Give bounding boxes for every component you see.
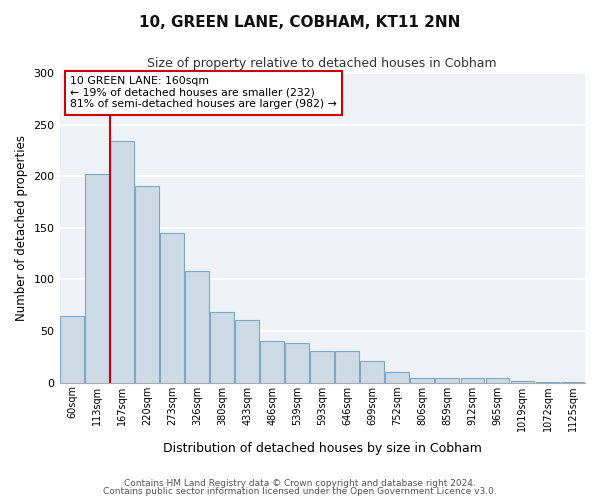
Bar <box>436 378 459 382</box>
X-axis label: Distribution of detached houses by size in Cobham: Distribution of detached houses by size … <box>163 442 482 455</box>
Bar <box>260 342 284 382</box>
Bar <box>335 350 359 382</box>
Bar <box>511 380 535 382</box>
Text: 10, GREEN LANE, COBHAM, KT11 2NN: 10, GREEN LANE, COBHAM, KT11 2NN <box>139 15 461 30</box>
Bar <box>135 186 159 382</box>
Text: Contains HM Land Registry data © Crown copyright and database right 2024.: Contains HM Land Registry data © Crown c… <box>124 478 476 488</box>
Bar <box>210 312 234 382</box>
Bar <box>461 378 484 382</box>
Bar <box>286 344 309 382</box>
Title: Size of property relative to detached houses in Cobham: Size of property relative to detached ho… <box>148 58 497 70</box>
Text: Contains public sector information licensed under the Open Government Licence v3: Contains public sector information licen… <box>103 487 497 496</box>
Bar <box>385 372 409 382</box>
Text: 10 GREEN LANE: 160sqm
← 19% of detached houses are smaller (232)
81% of semi-det: 10 GREEN LANE: 160sqm ← 19% of detached … <box>70 76 337 110</box>
Bar <box>485 378 509 382</box>
Bar <box>361 361 384 382</box>
Bar <box>410 378 434 382</box>
Bar <box>110 141 134 382</box>
Y-axis label: Number of detached properties: Number of detached properties <box>15 135 28 321</box>
Bar <box>185 271 209 382</box>
Bar <box>160 233 184 382</box>
Bar <box>60 316 84 382</box>
Bar <box>310 350 334 382</box>
Bar <box>235 320 259 382</box>
Bar <box>85 174 109 382</box>
